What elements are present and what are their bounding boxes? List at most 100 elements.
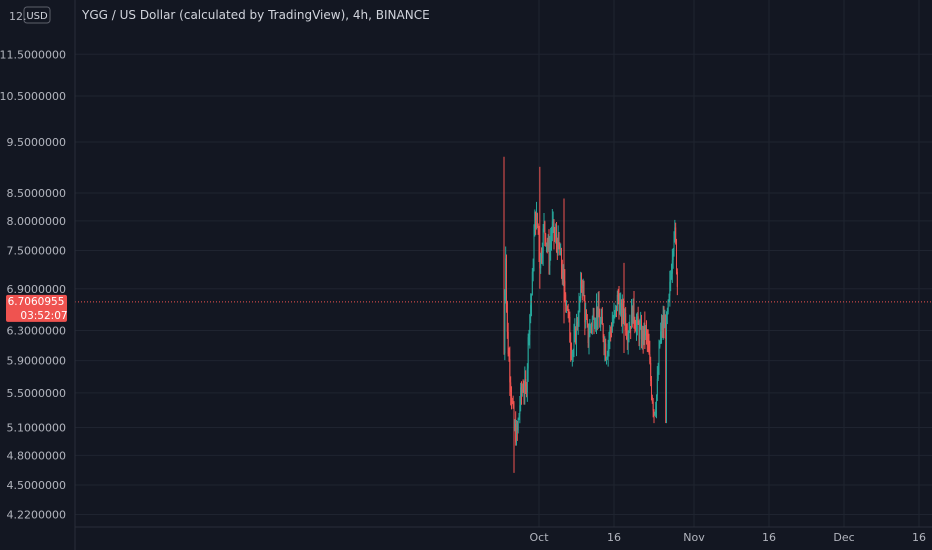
candle-body	[503, 352, 505, 354]
bar-countdown: 03:52:07	[20, 310, 67, 322]
candle-body	[630, 326, 632, 329]
candle-body	[539, 251, 541, 269]
candle-body	[578, 302, 580, 324]
candle-body	[604, 343, 606, 349]
candles[interactable]	[503, 0, 690, 473]
last-price-label: 6.7060955	[8, 296, 65, 308]
candle-body	[645, 327, 647, 336]
y-tick-label: 8.0000000	[7, 215, 67, 228]
candle-body	[538, 229, 540, 252]
candle-body	[643, 322, 645, 341]
candle-body	[547, 241, 549, 246]
candle-body	[673, 235, 675, 251]
candle-body	[568, 310, 570, 317]
y-tick-label: 4.2200000	[7, 508, 67, 521]
candle-body	[573, 336, 575, 352]
y-tick-label: 8.5000000	[7, 187, 67, 200]
candle-body	[541, 252, 543, 259]
candle-body	[588, 336, 590, 344]
candle-body	[636, 323, 637, 332]
candle-body	[512, 401, 514, 406]
candle-body	[551, 233, 552, 241]
candle-body	[632, 298, 634, 324]
chart-title: YGG / US Dollar (calculated by TradingVi…	[81, 8, 430, 22]
candle-body	[674, 227, 676, 236]
y-tick-label: 5.5000000	[7, 387, 67, 400]
candle-body	[533, 236, 535, 269]
candle-body	[595, 321, 597, 326]
candle-body	[609, 329, 611, 339]
candle-body	[509, 359, 511, 383]
candle-body	[565, 294, 567, 306]
candle-body	[511, 401, 513, 403]
candle-body	[534, 211, 536, 237]
candle-body	[555, 234, 557, 237]
candle-body	[558, 234, 560, 247]
candle-body	[536, 213, 537, 228]
currency-badge-box	[23, 6, 51, 24]
candle-body	[517, 419, 519, 431]
candle-body	[574, 329, 576, 337]
candle-body	[656, 379, 658, 396]
candle-body	[656, 395, 657, 410]
candle-body	[518, 414, 520, 420]
candle-body	[638, 324, 640, 340]
candle-body	[521, 387, 522, 394]
candle-body	[566, 305, 568, 311]
candle-body	[658, 346, 660, 372]
candle-body	[651, 380, 652, 397]
candle-body	[592, 314, 594, 319]
candle-body	[665, 323, 667, 340]
candle-body	[672, 250, 674, 261]
candle-body	[627, 333, 629, 342]
candle-body	[506, 301, 508, 332]
candle-body	[596, 306, 598, 319]
candle-body	[560, 250, 562, 256]
candle-body	[556, 234, 557, 243]
candle-body	[616, 294, 618, 311]
candle-body	[527, 337, 529, 369]
candle-body	[661, 324, 662, 332]
candle-body	[621, 303, 622, 322]
candle-body	[607, 344, 609, 356]
candle-body	[641, 330, 643, 345]
candle-body	[549, 248, 551, 266]
x-axis[interactable]: Oct 16 Nov 16 Dec 16	[75, 526, 932, 544]
candle-body	[649, 354, 651, 363]
candle-body	[634, 320, 636, 327]
candle-body	[581, 280, 582, 286]
candle-body	[662, 317, 664, 330]
candle-body	[642, 330, 644, 341]
candle-body	[508, 354, 510, 360]
candle-body	[523, 391, 525, 393]
candle-body	[540, 253, 542, 269]
candle-body	[591, 318, 593, 327]
candle-body	[648, 341, 650, 355]
candle-body	[554, 235, 556, 237]
candle-body	[612, 320, 614, 324]
candle-body	[575, 329, 577, 343]
y-tick-top-partial: 12.	[9, 10, 27, 23]
candle-body	[619, 303, 621, 314]
candle-body	[666, 311, 668, 315]
candle-body	[659, 341, 661, 347]
candle-body	[626, 336, 628, 342]
candle-body	[596, 306, 597, 322]
candle-body	[655, 409, 657, 413]
y-axis[interactable]: 11.5000000 10.5000000 9.5000000 8.5000000 8.…	[0, 0, 76, 550]
candle-body	[667, 300, 669, 312]
candle-body	[556, 242, 558, 254]
x-tick-label: 16	[607, 531, 621, 544]
candle-body	[571, 353, 573, 357]
candle-body	[567, 310, 569, 312]
currency-badge[interactable]: USD	[23, 6, 51, 24]
candle-body	[664, 323, 666, 329]
candle-body	[618, 296, 620, 314]
x-tick-label: 16	[762, 531, 776, 544]
candle-body	[623, 313, 625, 317]
candle-body	[669, 281, 671, 296]
candle-body	[516, 426, 518, 431]
candle-body	[546, 242, 548, 246]
